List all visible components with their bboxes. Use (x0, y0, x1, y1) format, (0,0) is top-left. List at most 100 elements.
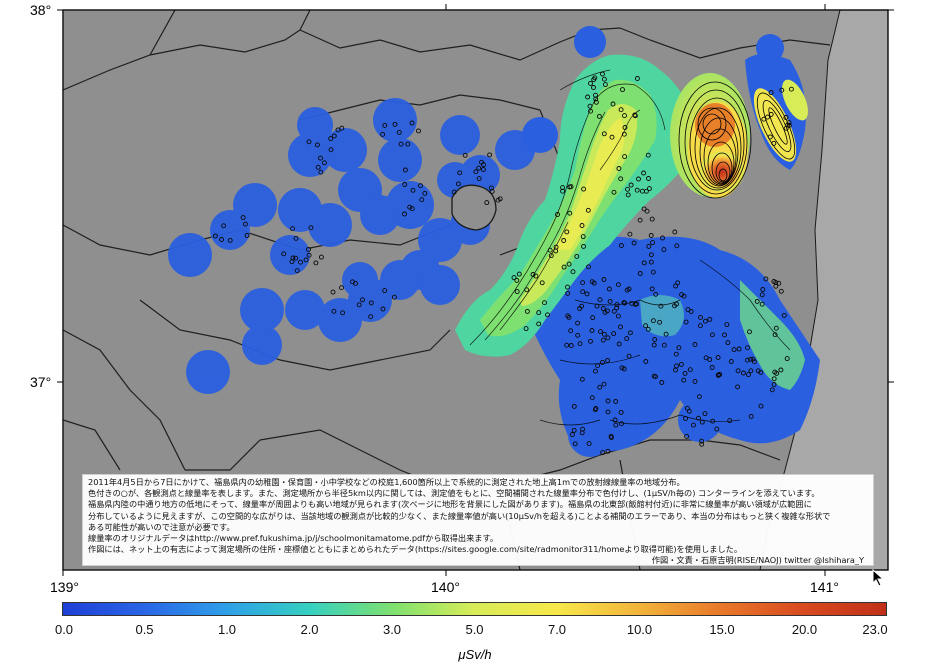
observation-point (758, 403, 764, 409)
observation-point (605, 335, 611, 341)
observation-point (779, 87, 785, 93)
observation-point (645, 326, 651, 332)
observation-point (597, 297, 603, 303)
observation-point (767, 134, 773, 140)
observation-point (616, 166, 622, 171)
observation-point (750, 356, 756, 362)
observation-point (728, 359, 734, 364)
observation-point (715, 355, 721, 360)
observation-point (495, 197, 501, 203)
observation-point (601, 331, 607, 337)
colorbar-tick-label: 7.0 (547, 622, 567, 637)
observation-point (548, 253, 554, 259)
observation-point (699, 441, 705, 447)
observation-point (368, 314, 374, 320)
observation-point (696, 394, 702, 400)
observation-point (773, 280, 779, 285)
high-dose-plume (670, 73, 808, 199)
observation-point (788, 86, 794, 92)
observation-point (605, 358, 610, 363)
observation-point (683, 319, 689, 325)
observation-point (641, 170, 647, 176)
observation-point (622, 113, 627, 119)
observation-point (653, 374, 658, 380)
observation-point (313, 260, 319, 266)
observation-point (547, 247, 553, 253)
observation-point (649, 286, 655, 292)
observation-point (306, 252, 312, 258)
observation-point (476, 165, 482, 171)
observation-point (409, 120, 415, 126)
observation-point (759, 292, 765, 298)
observation-point (594, 303, 600, 309)
observation-point (340, 310, 346, 316)
observation-point (314, 142, 320, 148)
observation-point (648, 252, 654, 258)
observation-point (652, 337, 658, 342)
observation-point (600, 306, 606, 311)
observation-point (761, 116, 767, 122)
observation-point (658, 303, 664, 309)
observation-point (580, 280, 586, 286)
colorbar-ticks: 0.0 0.5 1.0 2.0 3.0 5.0 7.0 10.0 15.0 20.0 23.0 (0, 622, 949, 640)
observation-point (651, 342, 657, 348)
observation-point (601, 76, 607, 82)
observation-point (613, 422, 619, 428)
observation-point (473, 169, 479, 175)
observation-point (328, 136, 334, 142)
observation-point (624, 336, 630, 342)
colorbar-tick-label: 2.0 (300, 622, 319, 637)
observation-point (602, 82, 608, 88)
observation-point (571, 403, 577, 409)
observation-point (615, 282, 621, 288)
observation-point (622, 154, 628, 160)
observation-point (692, 378, 698, 384)
observation-point (593, 406, 599, 411)
observation-point (536, 321, 542, 327)
contour-lines (469, 69, 791, 426)
observation-point (769, 387, 775, 393)
observation-point (650, 318, 656, 324)
note-line: 色付きの○が、各観測点と線量率を表します。また、測定場所から半径5km以内に関し… (88, 488, 820, 499)
observation-point (571, 427, 577, 433)
observation-point (659, 380, 665, 385)
observation-point (690, 422, 696, 428)
note-line: 福島県内陸の中通り地方の低地にそって、線量率が周囲よりも高い地域が見られます(次… (88, 499, 812, 510)
observation-point (727, 418, 733, 424)
note-line: 分布しているように見えますが、この空間的な広がりは、当該地域の観測点が比較的少な… (88, 510, 831, 521)
observation-point (748, 368, 754, 374)
observation-point (673, 283, 679, 289)
observation-point (602, 309, 608, 315)
observation-point (308, 225, 314, 231)
colorbar-tick-label: 20.0 (791, 622, 818, 637)
observation-point (709, 332, 715, 338)
observation-point (598, 329, 603, 335)
observation-point (618, 409, 624, 415)
observation-point (771, 382, 777, 387)
lat-label-37: 37° (30, 374, 51, 390)
observation-point (601, 277, 607, 282)
observation-point (339, 285, 344, 291)
observation-point (629, 300, 635, 306)
observation-point (419, 197, 425, 203)
observation-point (586, 264, 591, 270)
observation-point (606, 286, 612, 292)
observation-point (294, 268, 300, 274)
note-line: 作図には、ネット上の有志によって測定場所の住所・座標値とともにまとめられたデータ… (88, 544, 743, 555)
observation-point (697, 323, 703, 329)
observation-point (382, 122, 388, 128)
observation-point (618, 176, 624, 182)
observation-point (758, 369, 764, 375)
observation-point (290, 226, 295, 232)
lon-label-141: 141° (810, 579, 839, 595)
observation-point (587, 103, 593, 109)
observation-point (614, 305, 620, 311)
observation-point (569, 432, 575, 437)
observation-point (605, 398, 611, 404)
observation-point (221, 223, 227, 229)
observation-point (577, 341, 583, 347)
observation-point (398, 141, 404, 147)
observation-point (627, 231, 633, 237)
observation-point (564, 229, 570, 235)
observation-point (539, 280, 545, 286)
